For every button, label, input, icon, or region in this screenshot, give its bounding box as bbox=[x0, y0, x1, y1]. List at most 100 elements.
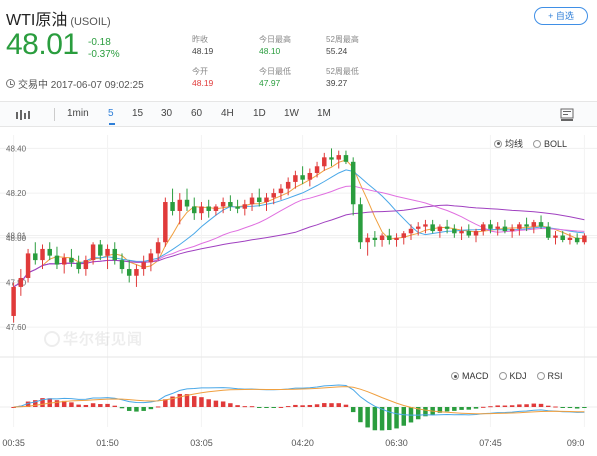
macd-bar bbox=[322, 403, 327, 407]
period-15[interactable]: 15 bbox=[132, 108, 144, 119]
ma20-line bbox=[13, 185, 585, 288]
macd-bar bbox=[90, 403, 96, 407]
macd-bar bbox=[459, 407, 464, 410]
macd-bar bbox=[199, 397, 204, 407]
macd-bar bbox=[307, 404, 313, 407]
candle-body bbox=[105, 248, 110, 256]
week52-high-value: 55.24 bbox=[326, 46, 348, 56]
candle-body bbox=[415, 226, 421, 229]
candle-body bbox=[191, 206, 197, 214]
kdj-option-label: KDJ bbox=[509, 371, 527, 381]
candle-body bbox=[285, 181, 291, 189]
period-5[interactable]: 5 bbox=[108, 108, 114, 119]
period-1d[interactable]: 1D bbox=[253, 108, 266, 119]
macd-bar bbox=[191, 396, 197, 407]
week52-high-label: 52周最高 bbox=[326, 35, 359, 44]
candle-body bbox=[495, 226, 500, 229]
sub-indicator-options: MACD KDJ RSI bbox=[451, 371, 573, 381]
macd-bar bbox=[134, 407, 139, 412]
boll-radio-icon bbox=[533, 139, 542, 148]
macd-bar bbox=[105, 403, 110, 407]
time-axis: 00:35 01:50 03:05 04:20 06:30 07:45 09:0 bbox=[2, 438, 584, 448]
price-tick-label: 48.00 bbox=[6, 234, 27, 243]
watermark-text: 华尔街见闻 bbox=[63, 331, 144, 348]
candle-body bbox=[358, 204, 363, 243]
kdj-option[interactable]: KDJ bbox=[498, 371, 527, 381]
macd-bar bbox=[365, 407, 370, 428]
rsi-option-label: RSI bbox=[547, 371, 563, 381]
candle-body bbox=[336, 155, 341, 160]
candle-body bbox=[314, 166, 320, 173]
macd-bar bbox=[119, 407, 125, 409]
candle-body bbox=[199, 206, 204, 214]
ma-radio-icon bbox=[494, 139, 502, 148]
rsi-radio-icon bbox=[536, 372, 545, 380]
macd-bar bbox=[220, 401, 226, 407]
candle-body bbox=[184, 199, 190, 207]
candle-body bbox=[343, 155, 349, 162]
macd-bar bbox=[33, 400, 38, 407]
candle-body bbox=[213, 206, 219, 211]
macd-bar bbox=[126, 407, 132, 411]
candle-body bbox=[134, 269, 139, 276]
candle-body bbox=[163, 202, 168, 243]
ma-option[interactable]: 均线 bbox=[494, 137, 523, 150]
boll-option[interactable]: BOLL bbox=[533, 139, 567, 149]
macd-bar bbox=[509, 405, 515, 407]
period-1m[interactable]: 1M bbox=[317, 108, 331, 119]
candle-body bbox=[249, 197, 255, 205]
candle-body bbox=[365, 237, 370, 243]
macd-bar bbox=[242, 406, 248, 408]
macd-bar bbox=[415, 407, 421, 420]
time-tick-label: 00:35 bbox=[2, 438, 25, 448]
add-watchlist-button[interactable]: + 自选 bbox=[534, 7, 588, 25]
candle-body bbox=[517, 224, 522, 229]
fullscreen-icon[interactable] bbox=[560, 108, 574, 122]
candle-body bbox=[293, 175, 298, 182]
active-period-indicator bbox=[109, 123, 115, 125]
time-tick-label: 03:05 bbox=[190, 438, 213, 448]
day-high-value: 48.10 bbox=[259, 46, 281, 56]
period-60[interactable]: 60 bbox=[191, 108, 203, 119]
ma-option-label: 均线 bbox=[505, 139, 524, 149]
candle-body bbox=[98, 244, 103, 256]
candle-body bbox=[401, 233, 407, 238]
candle-body bbox=[170, 202, 175, 211]
candle-body bbox=[18, 277, 24, 287]
clock-icon bbox=[6, 79, 15, 88]
candle-body bbox=[387, 235, 392, 240]
macd-bar bbox=[235, 405, 240, 407]
time-tick-label: 09:0 bbox=[567, 438, 585, 448]
macd-bar bbox=[314, 404, 320, 407]
boll-option-label: BOLL bbox=[544, 138, 568, 149]
macd-bar bbox=[271, 407, 276, 408]
main-indicator-options: 均线 BOLL bbox=[494, 137, 577, 150]
period-30[interactable]: 30 bbox=[161, 108, 173, 119]
price-tick-label: 47.60 bbox=[6, 323, 27, 332]
macd-bar bbox=[574, 407, 580, 409]
candle-body bbox=[538, 222, 544, 227]
rsi-option[interactable]: RSI bbox=[536, 371, 563, 381]
macd-bar bbox=[300, 405, 305, 407]
time-tick-label: 06:30 bbox=[385, 438, 408, 448]
candle-body bbox=[560, 235, 565, 240]
candle-body bbox=[452, 228, 457, 234]
candle-body bbox=[350, 161, 356, 205]
candle-body bbox=[459, 231, 464, 234]
macd-bar bbox=[285, 406, 291, 408]
macd-bar bbox=[488, 406, 493, 408]
macd-bar bbox=[517, 404, 522, 407]
chart-type-icon[interactable] bbox=[15, 109, 31, 121]
period-4h[interactable]: 4H bbox=[221, 108, 234, 119]
period-1w[interactable]: 1W bbox=[284, 108, 299, 119]
candle-body bbox=[567, 237, 573, 240]
day-low-value: 47.97 bbox=[259, 78, 281, 88]
macd-dea-line bbox=[13, 386, 585, 415]
macd-bar bbox=[452, 407, 457, 411]
macd-bar bbox=[473, 407, 479, 409]
price-tick-label: 48.01 bbox=[6, 232, 27, 241]
macd-option[interactable]: MACD bbox=[451, 371, 489, 381]
period-1min[interactable]: 1min bbox=[67, 108, 89, 119]
